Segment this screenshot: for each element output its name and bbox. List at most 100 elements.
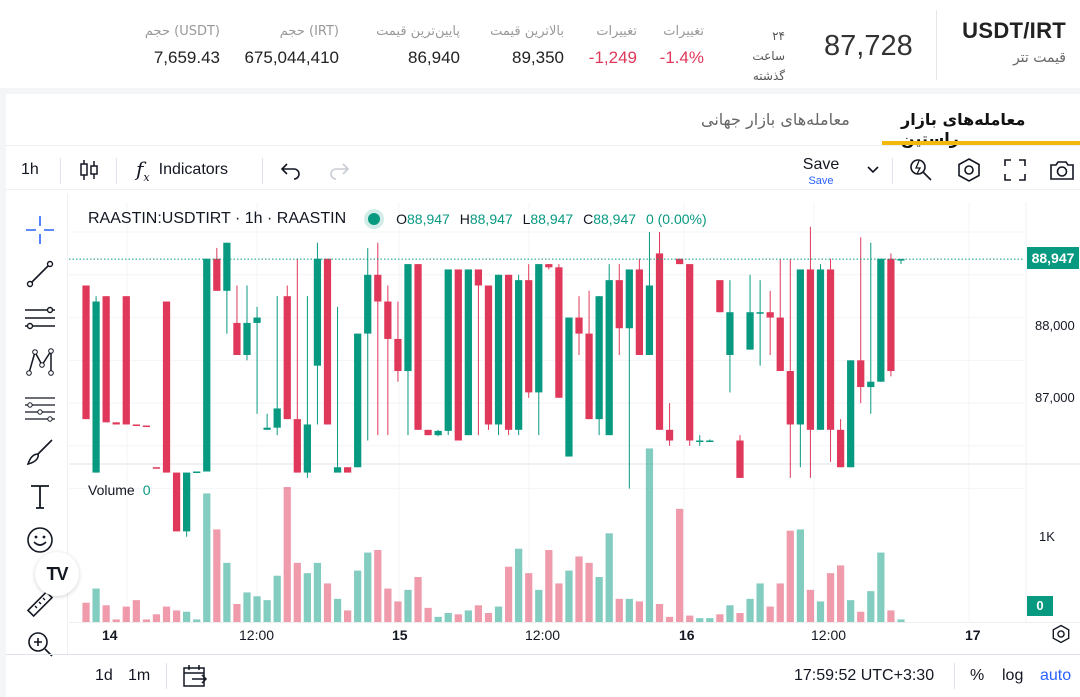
volume-bar (836, 565, 845, 622)
tradingview-logo[interactable]: TV (35, 552, 79, 596)
forecast-icon[interactable] (24, 392, 56, 424)
volume-bar (424, 607, 432, 622)
save-button[interactable]: Save Save (801, 156, 841, 187)
stat-label: بالاترین قیمت (490, 24, 564, 39)
chart-panel: معامله‌های بازار راستین معامله‌های بازار… (6, 94, 1080, 697)
o-label: O (396, 211, 408, 227)
interval-button[interactable]: 1h (21, 161, 39, 178)
chart-area[interactable]: RAASTIN:USDTIRT · 1h · RAASTIN O 88,947 H… (69, 202, 1080, 634)
stat-label: پایین‌ترین قیمت (376, 24, 460, 39)
candle-body (223, 242, 231, 291)
symbol-label[interactable]: RAASTIN:USDTIRT · 1h · RAASTIN (88, 210, 347, 227)
candle-body (364, 274, 372, 334)
auto-toggle[interactable]: auto (1040, 667, 1072, 684)
candle-body (213, 258, 221, 291)
volume-bar (122, 606, 130, 622)
range-1m-button[interactable]: 1m (128, 667, 151, 684)
percent-toggle[interactable]: % (970, 667, 985, 684)
save-status: Save (808, 175, 834, 187)
date-range-icon[interactable] (182, 664, 208, 693)
volume-bar (464, 610, 472, 622)
header-divider (936, 10, 937, 80)
volume-bar (162, 606, 171, 622)
candle-body (384, 301, 392, 339)
candle-body (474, 269, 483, 286)
candle-body (796, 269, 804, 425)
period-line1: ۲۴ ساعت (752, 29, 785, 63)
pattern-icon[interactable] (24, 346, 56, 378)
time-tick: 15 (392, 627, 408, 643)
stat-value: 7,659.43 (153, 48, 220, 67)
volume-bar (263, 600, 271, 622)
market-status-dot (368, 213, 381, 225)
candle-body (716, 280, 724, 313)
camera-icon[interactable] (1048, 156, 1076, 184)
stat-label: حجم (IRT) (279, 24, 339, 39)
fullscreen-icon[interactable] (1003, 156, 1027, 184)
volume-bar (605, 533, 613, 622)
tab-global-market[interactable]: معامله‌های بازار جهانی (701, 110, 850, 129)
fib-retracement-icon[interactable] (24, 302, 56, 334)
volume-bar (615, 598, 623, 622)
candle-body (183, 472, 191, 532)
chevron-down-icon[interactable] (866, 156, 880, 184)
indicators-button[interactable]: fx Indicators (136, 156, 228, 184)
market-tabs: معامله‌های بازار راستین معامله‌های بازار… (6, 94, 1080, 148)
volume-bar (796, 529, 804, 622)
volume-bar (696, 618, 704, 622)
pair-title: USDT/IRT (962, 18, 1066, 43)
candle-body (283, 296, 291, 420)
volume-bar (132, 600, 140, 622)
h-label: H (459, 211, 470, 227)
volume-bar (474, 605, 483, 622)
zoom-in-icon[interactable] (24, 628, 56, 660)
axis-settings-icon[interactable] (1051, 624, 1071, 647)
volume-bar (92, 588, 100, 622)
text-icon[interactable] (24, 480, 56, 512)
time-axis[interactable]: 14 12:00 15 12:00 16 12:00 17 (69, 622, 1080, 648)
volume-bar (515, 548, 523, 622)
candle-body (424, 429, 432, 436)
volume-bar (726, 605, 734, 622)
toolbar-divider (892, 158, 893, 184)
ohlc-values: O88,947 H88,947 L88,947 C88,947 0 (0.00%… (396, 211, 707, 227)
candle-body (625, 269, 633, 329)
stat-change-percent: تغییرات -1.4% (660, 24, 704, 68)
candle-body (545, 264, 553, 268)
undo-icon[interactable] (280, 156, 302, 184)
settings-icon[interactable] (956, 156, 982, 184)
trend-line-icon[interactable] (24, 258, 56, 290)
candle-body (645, 285, 654, 355)
volume-bar (494, 606, 503, 622)
save-label: Save (802, 156, 840, 173)
time-tick: 17 (965, 627, 981, 643)
candle-body (414, 264, 422, 430)
candle-body (655, 253, 664, 430)
stat-low: پایین‌ترین قیمت 86,940 (376, 24, 460, 68)
log-toggle[interactable]: log (1002, 667, 1024, 684)
volume-label: Volume (88, 482, 135, 498)
redo-icon[interactable] (328, 156, 350, 184)
stat-value: 89,350 (512, 48, 564, 67)
volume-bar (867, 591, 875, 622)
volume-bar (786, 530, 794, 622)
range-1d-button[interactable]: 1d (95, 667, 113, 684)
brush-icon[interactable] (24, 436, 56, 468)
clock-timezone[interactable]: 17:59:52 UTC+3:30 (794, 667, 935, 684)
change-value: 0 (0.00%) (645, 211, 707, 227)
c-value: 88,947 (593, 211, 637, 227)
market-header: USDT/IRT قیمت تتر 87,728 ۲۴ ساعت گذشته ت… (0, 0, 1080, 88)
volume-bar (676, 508, 684, 622)
candle-body (706, 440, 714, 443)
volume-bar (102, 605, 110, 622)
crosshair-icon[interactable] (24, 214, 56, 246)
emoji-icon[interactable] (24, 524, 56, 556)
volume-bar (253, 596, 261, 622)
quick-search-icon[interactable] (908, 156, 934, 184)
price-tick: 87,000 (1035, 390, 1075, 405)
candles-style-icon[interactable] (78, 156, 100, 184)
volume-bar (152, 614, 161, 622)
price-tick: 88,000 (1035, 318, 1075, 333)
candle-body (464, 269, 472, 436)
candle-body (726, 312, 734, 355)
